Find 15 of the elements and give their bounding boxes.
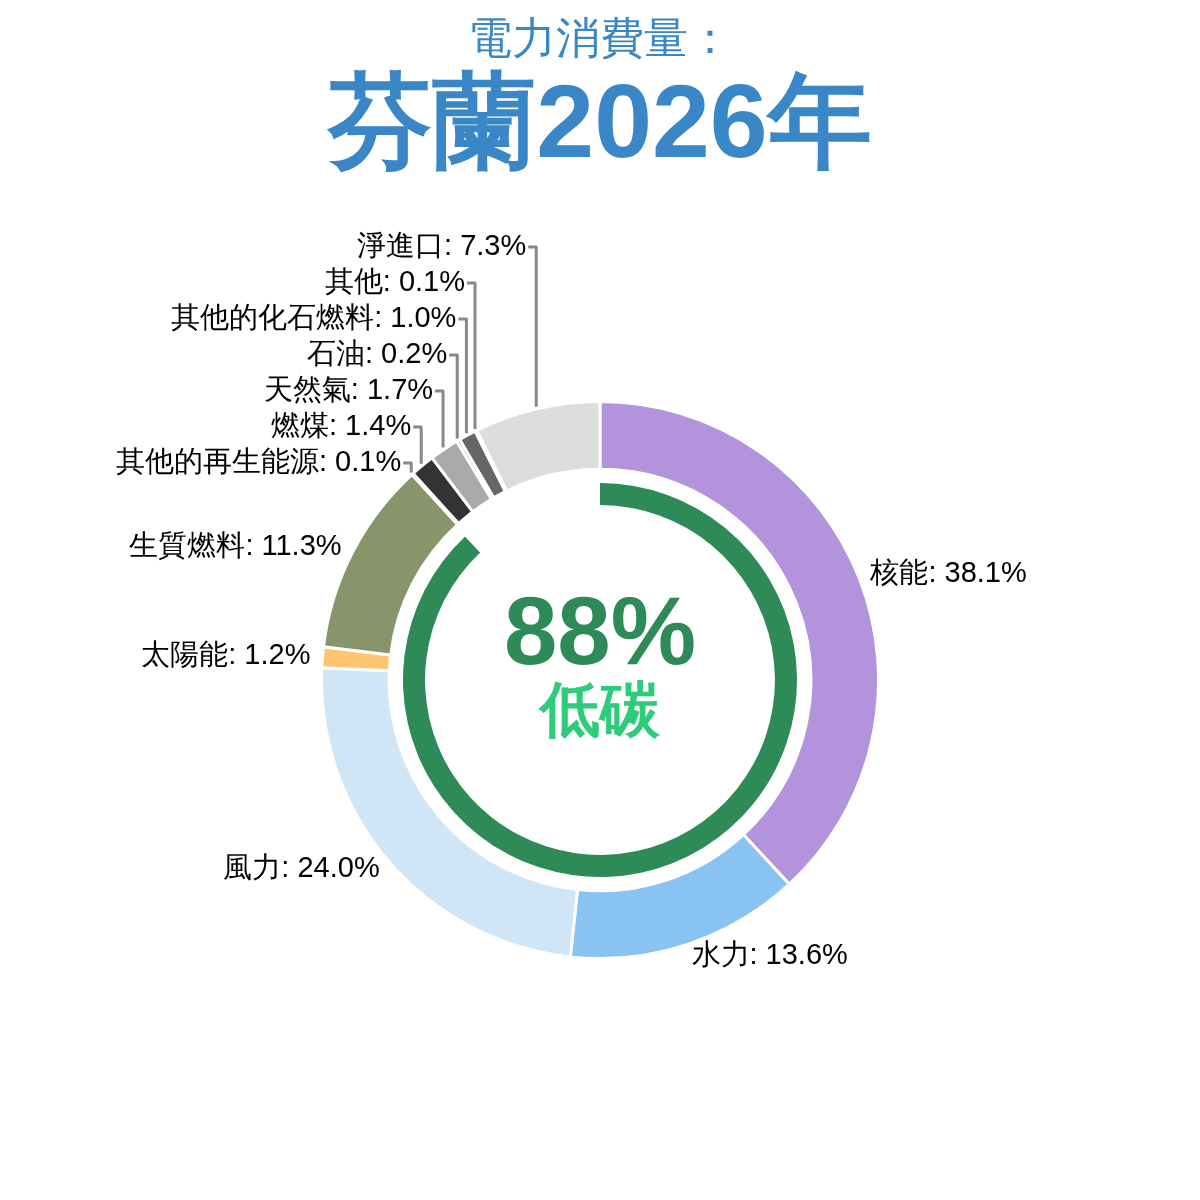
- slice-label: 石油: 0.2%: [307, 337, 448, 369]
- slice-label: 其他的再生能源: 0.1%: [116, 445, 402, 477]
- slice-label: 淨進口: 7.3%: [357, 229, 527, 261]
- slice-label: 生質燃料: 11.3%: [129, 529, 342, 562]
- slice-label: 其他: 0.1%: [324, 265, 466, 297]
- slice-label: 天然氣: 1.7%: [263, 373, 434, 405]
- slice-label: 水力: 13.6%: [691, 937, 848, 970]
- slice-label: 燃煤: 1.4%: [270, 409, 412, 441]
- slice-label: 太陽能: 1.2%: [141, 638, 311, 671]
- slice-label: 風力: 24.0%: [223, 851, 380, 884]
- slice-label: 其他的化石燃料: 1.0%: [171, 301, 457, 333]
- slice-label: 低碳: [538, 673, 661, 744]
- chart-subtitle: 電力消費量：: [468, 13, 732, 62]
- slice-label: 核能: 38.1%: [869, 555, 1027, 588]
- chart-title: 芬蘭2026年: [326, 63, 873, 179]
